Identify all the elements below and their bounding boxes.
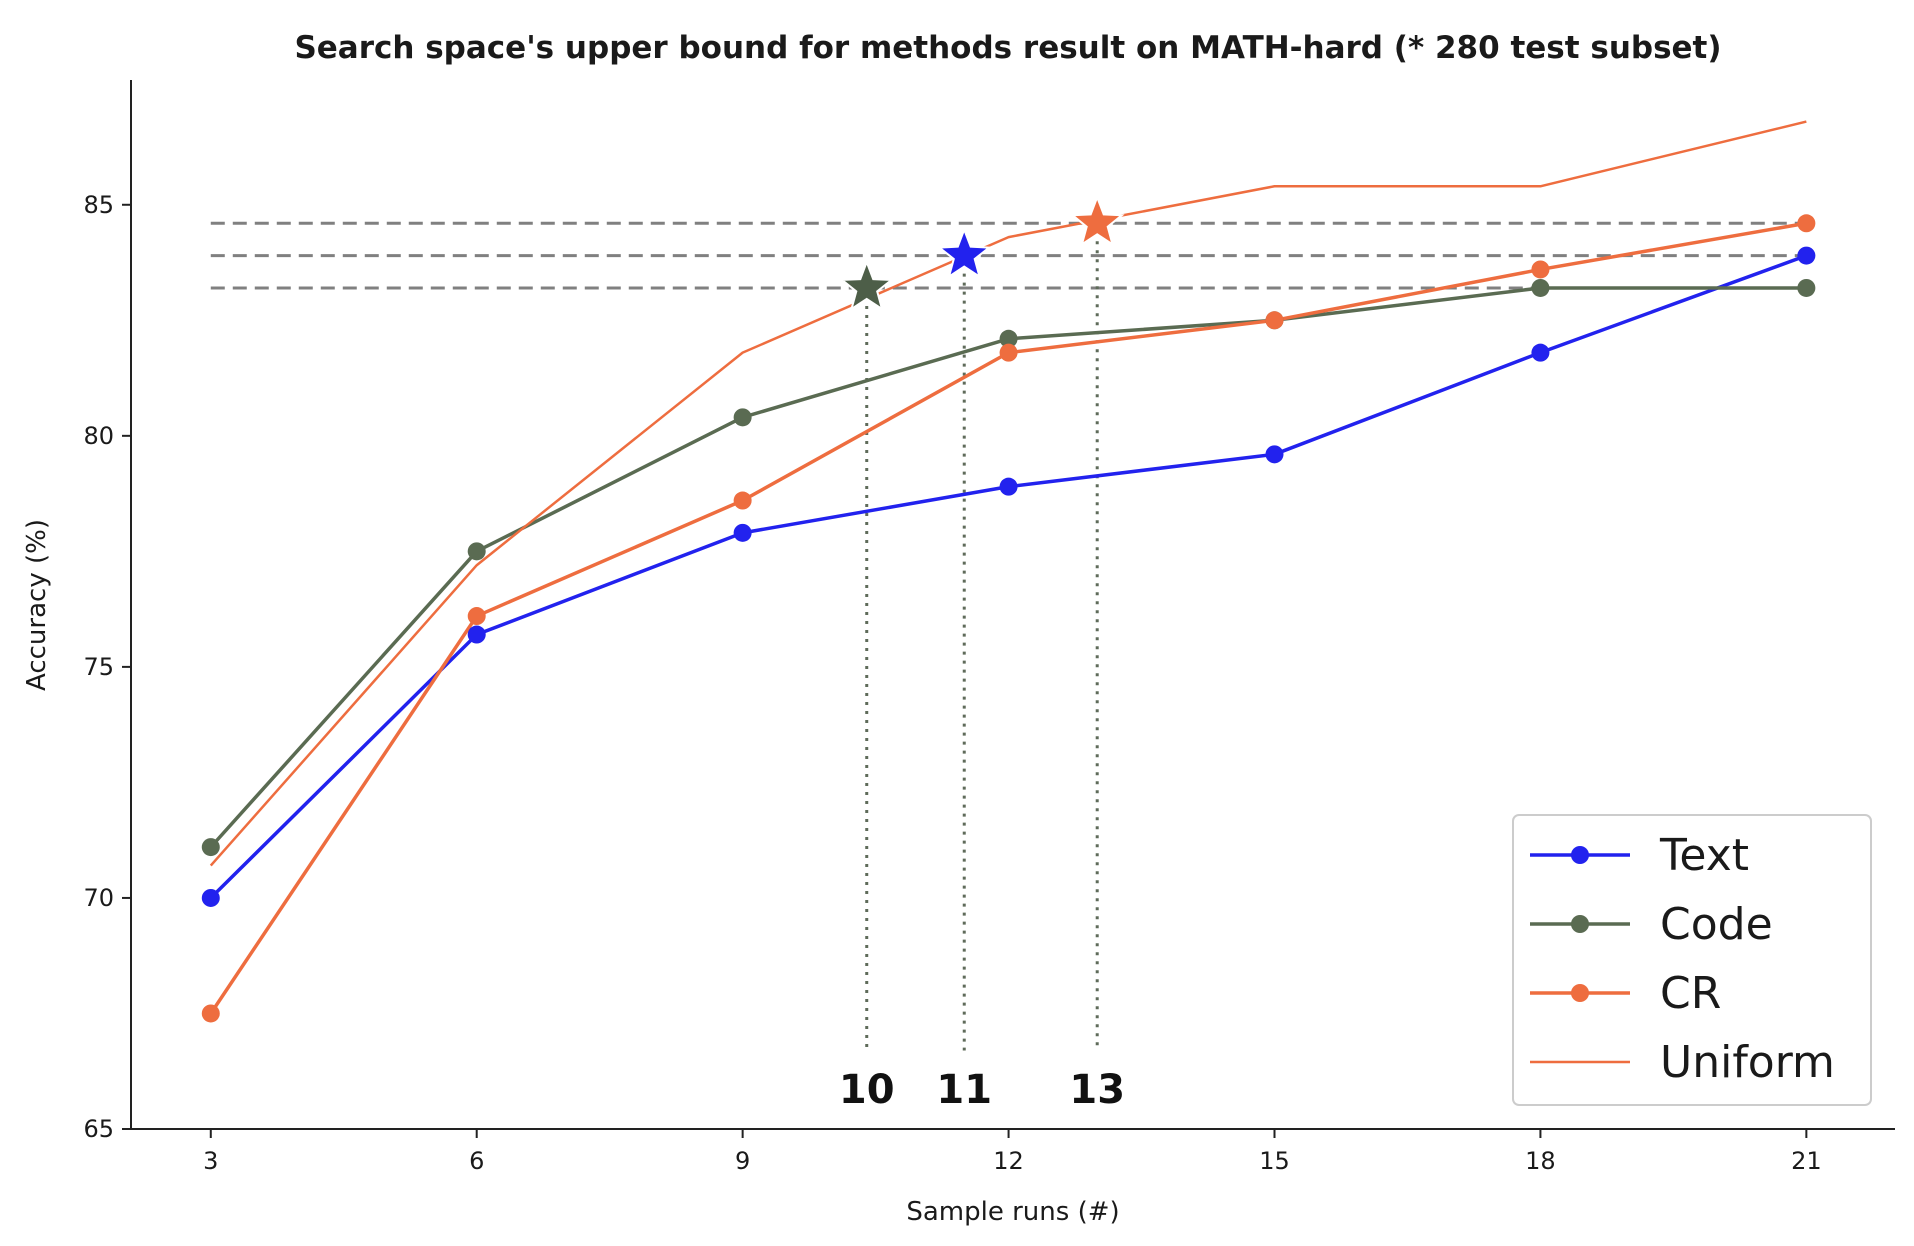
point-text-21 — [1797, 246, 1816, 265]
star-10 — [839, 259, 895, 312]
point-code-3 — [201, 838, 220, 857]
y-tick-label-70: 70 — [83, 884, 114, 912]
y-tick-label-80: 80 — [83, 422, 114, 450]
legend-marker-text — [1571, 846, 1589, 864]
legend-label-code: Code — [1660, 899, 1773, 950]
legend-label-uniform: Uniform — [1660, 1037, 1835, 1088]
point-cr-6 — [467, 607, 486, 626]
x-tick-label-3: 3 — [203, 1147, 218, 1175]
star-13 — [1069, 194, 1125, 247]
point-cr-3 — [201, 1004, 220, 1023]
point-code-21 — [1797, 278, 1816, 297]
star-label-11: 11 — [936, 1067, 992, 1113]
series-line-code — [209, 286, 1807, 849]
point-text-6 — [467, 625, 486, 644]
x-axis-label: Sample runs (#) — [906, 1197, 1119, 1227]
chart-title: Search space's upper bound for methods r… — [294, 30, 1721, 66]
point-text-12 — [999, 477, 1018, 496]
star-labels: 10 11 13 — [839, 1067, 1125, 1113]
legend-frame — [1512, 814, 1872, 1106]
point-code-9 — [733, 408, 752, 427]
series-line-uniform — [209, 120, 1807, 867]
star-11 — [936, 226, 992, 279]
point-text-18 — [1531, 343, 1550, 362]
x-ticks: 3 6 9 12 15 18 21 — [203, 1129, 1822, 1175]
x-tick-label-21: 21 — [1791, 1147, 1822, 1175]
point-code-6 — [467, 542, 486, 561]
reference-lines — [210, 221, 1807, 290]
point-text-15 — [1265, 445, 1284, 464]
point-code-18 — [1531, 278, 1550, 297]
x-tick-label-15: 15 — [1259, 1147, 1290, 1175]
star-label-13: 13 — [1069, 1067, 1125, 1113]
legend-marker-cr — [1571, 984, 1589, 1002]
point-cr-15 — [1265, 311, 1284, 330]
y-tick-label-65: 65 — [83, 1115, 114, 1143]
star-label-10: 10 — [839, 1067, 895, 1113]
point-cr-18 — [1531, 260, 1550, 279]
legend-marker-code — [1571, 915, 1589, 933]
point-cr-12 — [999, 343, 1018, 362]
legend-label-cr: CR — [1660, 968, 1721, 1019]
x-tick-label-6: 6 — [469, 1147, 484, 1175]
x-tick-label-18: 18 — [1525, 1147, 1556, 1175]
legend: Text Code CR Uniform — [1512, 814, 1872, 1106]
y-tick-label-85: 85 — [83, 191, 114, 219]
star-drop-lines — [865, 223, 1099, 1051]
y-ticks: 65 70 75 80 85 — [83, 191, 131, 1143]
point-cr-21 — [1797, 214, 1816, 233]
point-text-3 — [201, 888, 220, 907]
y-axis-label: Accuracy (%) — [22, 519, 52, 691]
x-tick-label-9: 9 — [735, 1147, 750, 1175]
legend-label-text: Text — [1659, 830, 1749, 881]
point-code-12 — [999, 329, 1018, 348]
x-tick-label-12: 12 — [993, 1147, 1024, 1175]
series-points — [201, 214, 1816, 1023]
upper-bound-stars — [839, 194, 1125, 312]
point-cr-9 — [733, 491, 752, 510]
y-tick-label-75: 75 — [83, 653, 114, 681]
point-text-9 — [733, 523, 752, 542]
